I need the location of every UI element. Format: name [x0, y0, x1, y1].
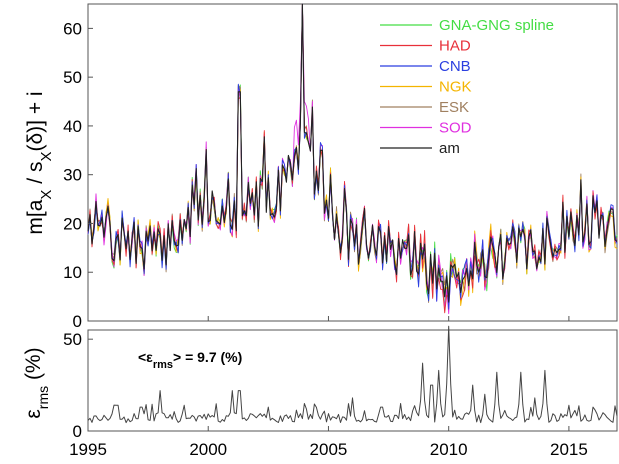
- x-tick-label: 2000: [189, 440, 227, 459]
- top-plot-frame: [87, 3, 618, 322]
- top-y-tick-label: 10: [63, 263, 82, 282]
- x-ticks: 1995 2000 2005 2010 2015: [69, 316, 588, 459]
- bottom-plot-area: [87, 325, 618, 424]
- top-y-axis-label: m[aX / sX(δ)] + i: [24, 91, 55, 234]
- x-tick-label: 1995: [69, 440, 107, 459]
- legend-label: SOD: [439, 120, 472, 137]
- top-plot-area: [87, 3, 618, 315]
- legend-label: am: [439, 140, 460, 157]
- top-y-tick-label: 60: [63, 19, 82, 38]
- legend-label: GNA-GNG spline: [439, 17, 554, 34]
- series-line-am: [87, 3, 618, 303]
- legend-label: HAD: [439, 38, 471, 55]
- rms-series-line: [87, 325, 618, 424]
- x-tick-label: 2010: [430, 440, 468, 459]
- mean-rms-annotation: <εrms> = 9.7 (%): [138, 349, 242, 371]
- bottom-y-tick-label: 0: [73, 422, 82, 441]
- bottom-y-tick-label: 50: [63, 330, 82, 349]
- legend-label: ESK: [439, 99, 469, 116]
- bottom-plot-frame: [87, 329, 618, 432]
- top-y-tick-label: 50: [63, 68, 82, 87]
- top-y-tick-label: 40: [63, 117, 82, 136]
- top-y-ticks: 0 10 20 30 40 50 60: [63, 19, 93, 331]
- top-y-tick-label: 30: [63, 166, 82, 185]
- top-y-tick-label: 20: [63, 214, 82, 233]
- legend-label: CNB: [439, 58, 471, 75]
- top-y-tick-label: 0: [73, 312, 82, 331]
- x-tick-label: 2015: [550, 440, 588, 459]
- bottom-y-ticks: 0 50: [63, 330, 93, 441]
- x-tick-label: 2005: [310, 440, 348, 459]
- bottom-y-axis-label: εrms (%): [22, 347, 51, 418]
- legend: GNA-GNG spline HAD CNB NGK ESK SOD am: [380, 17, 554, 157]
- legend-label: NGK: [439, 79, 472, 96]
